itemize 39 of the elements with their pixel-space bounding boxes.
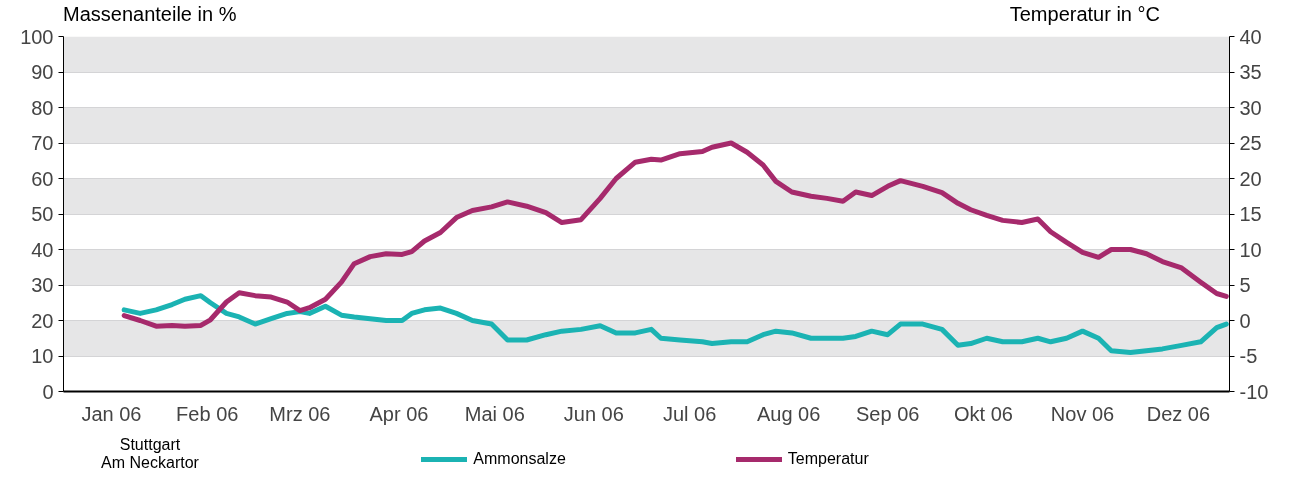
y-tick-label: 100 xyxy=(20,25,54,48)
y2-tick-label: -5 xyxy=(1239,345,1258,367)
x-tick-label: Mai 06 xyxy=(464,402,525,425)
x-tick-label: Aug 06 xyxy=(756,402,821,425)
y2-tick-label: 0 xyxy=(1239,309,1251,332)
y-tick-label: 90 xyxy=(31,61,54,83)
y-tick-label: 80 xyxy=(31,96,54,119)
y-tick-label: 0 xyxy=(42,380,54,403)
y-tick-label: 40 xyxy=(31,238,54,261)
y2-tick-label: 25 xyxy=(1239,132,1262,154)
y-tick-label: 60 xyxy=(31,167,54,190)
y2-tick-label: 5 xyxy=(1239,274,1251,296)
x-tick-label: Jan 06 xyxy=(81,402,142,425)
x-tick-label: Nov 06 xyxy=(1050,402,1115,425)
y-axis-title: Massenanteile in % xyxy=(63,2,237,27)
x-tick-label: Sep 06 xyxy=(855,402,920,425)
x-tick-label: Jun 06 xyxy=(563,402,624,425)
x-tick-label: Jul 06 xyxy=(662,402,717,425)
x-tick-label: Apr 06 xyxy=(369,402,429,425)
y2-tick-label: 15 xyxy=(1239,203,1262,225)
x-tick-label: Okt 06 xyxy=(954,402,1013,425)
y2-tick-label: 40 xyxy=(1239,25,1262,48)
y2-axis-title: Temperatur in °C xyxy=(1009,2,1160,27)
y2-tick-label: 10 xyxy=(1239,238,1262,261)
y2-tick-label: 30 xyxy=(1239,96,1262,119)
x-tick-label: Mrz 06 xyxy=(269,402,331,425)
y-tick-label: 50 xyxy=(31,203,54,225)
y2-tick-label: 20 xyxy=(1239,167,1262,190)
y2-tick-label: -10 xyxy=(1239,380,1269,403)
text: Stuttgart Am Neckartor xyxy=(101,436,199,473)
x-tick-label: Dez 06 xyxy=(1146,402,1211,425)
y-tick-label: 10 xyxy=(31,345,54,367)
x-tick-label: Feb 06 xyxy=(176,402,239,425)
y2-tick-label: 35 xyxy=(1239,61,1262,83)
y-tick-label: 20 xyxy=(31,309,54,332)
y-tick-label: 30 xyxy=(31,274,54,296)
y-tick-label: 70 xyxy=(31,132,54,154)
legend-label: Ammonsalze xyxy=(473,450,566,467)
legend-label: Temperatur xyxy=(787,450,869,467)
